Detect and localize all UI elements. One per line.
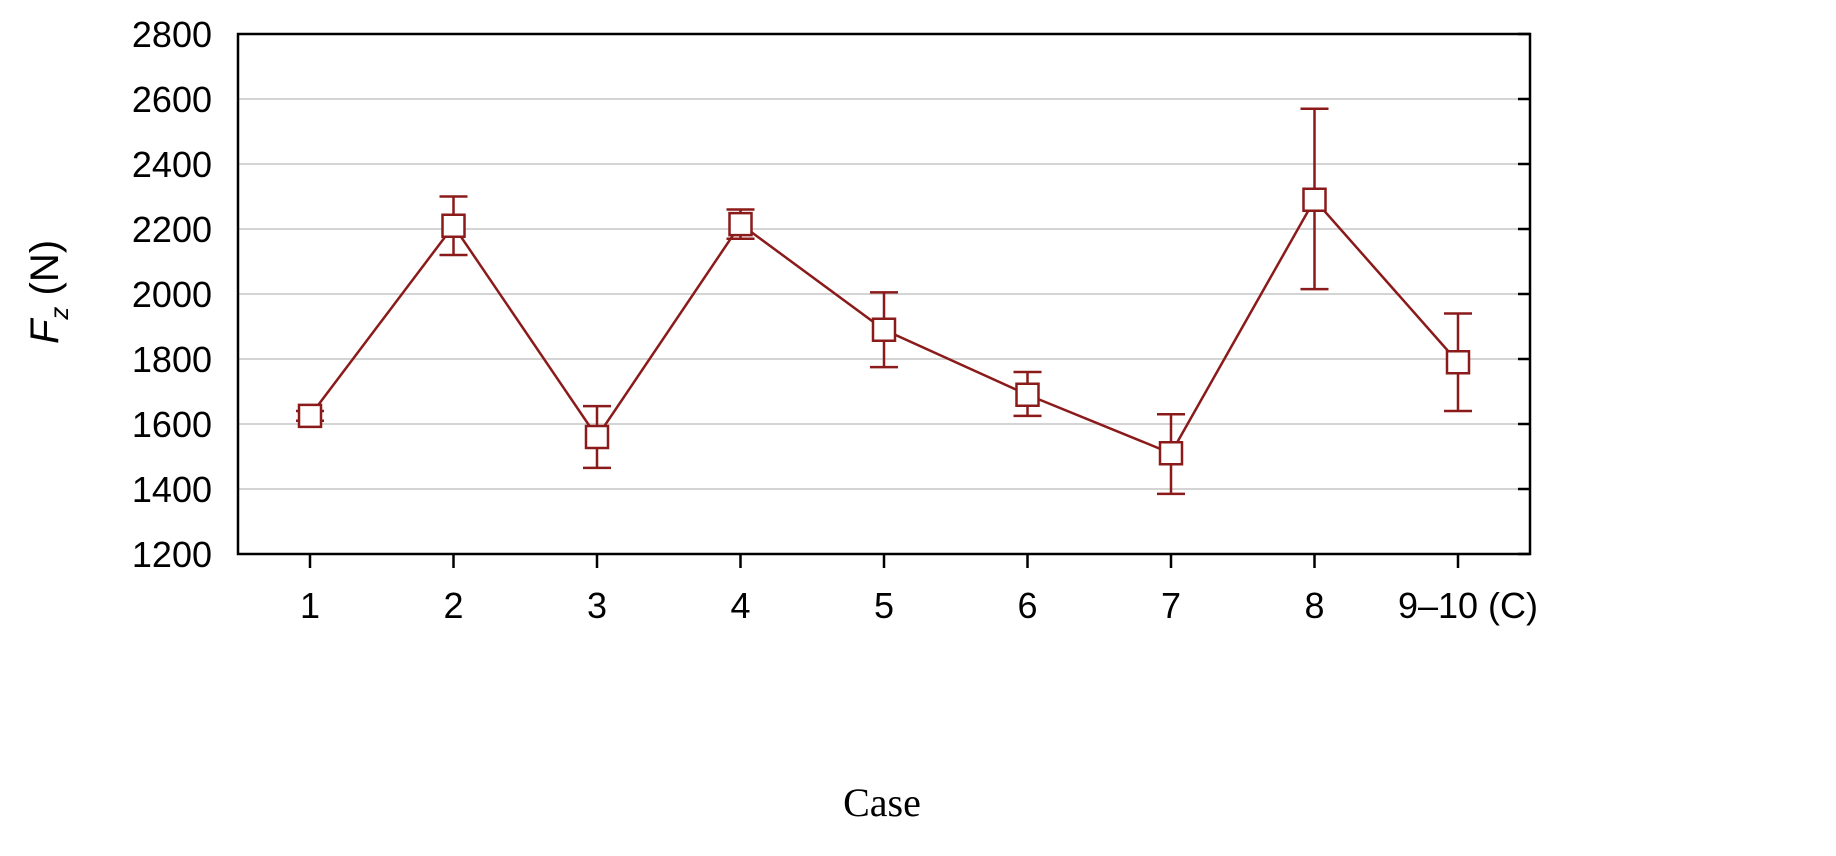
data-point-4 (871, 317, 897, 342)
data-point-6 (1158, 441, 1184, 466)
y-tick-label-6: 2400 (132, 144, 212, 185)
axes (236, 32, 1532, 568)
x-tick-label-6: 7 (1161, 585, 1181, 626)
data-point-3 (728, 211, 753, 237)
data-point-5 (1015, 382, 1040, 407)
x-tick-label-4: 5 (874, 585, 894, 626)
x-axis-label: Case (843, 780, 921, 825)
x-tick-label-7: 8 (1304, 585, 1324, 626)
y-tick-label-8: 2800 (132, 14, 212, 55)
series-layer (296, 107, 1472, 496)
y-tick-label-2: 1600 (132, 404, 212, 445)
x-tick-label-3: 4 (730, 585, 750, 626)
data-point-8 (1445, 350, 1471, 375)
data-point-7 (1302, 187, 1327, 212)
y-tick-label-4: 2000 (132, 274, 212, 315)
x-tick-label-5: 6 (1017, 585, 1037, 626)
y-tick-label-3: 1800 (132, 339, 212, 380)
y-tick-label-0: 1200 (132, 534, 212, 575)
y-axis-label-main: F (23, 317, 67, 344)
y-axis-label: Fz (N) (23, 240, 74, 344)
data-point-1 (441, 213, 466, 238)
x-tick-labels: 1 2 3 4 5 6 7 8 9–10 (C) (300, 585, 1538, 626)
y-axis-label-unit: (N) (23, 240, 67, 307)
x-tick-label-8: 9–10 (C) (1398, 585, 1538, 626)
y-tick-label-7: 2600 (132, 79, 212, 120)
data-point-0 (297, 403, 323, 429)
y-axis-label-sub: z (44, 307, 74, 321)
x-tick-label-0: 1 (300, 585, 320, 626)
x-tick-label-2: 3 (587, 585, 607, 626)
y-tick-label-5: 2200 (132, 209, 212, 250)
x-tick-label-1: 2 (443, 585, 463, 626)
y-tick-labels: 1200 1400 1600 1800 2000 2200 2400 2600 2800 (132, 14, 212, 575)
y-tick-label-1: 1400 (132, 469, 212, 510)
data-point-2 (584, 424, 610, 450)
